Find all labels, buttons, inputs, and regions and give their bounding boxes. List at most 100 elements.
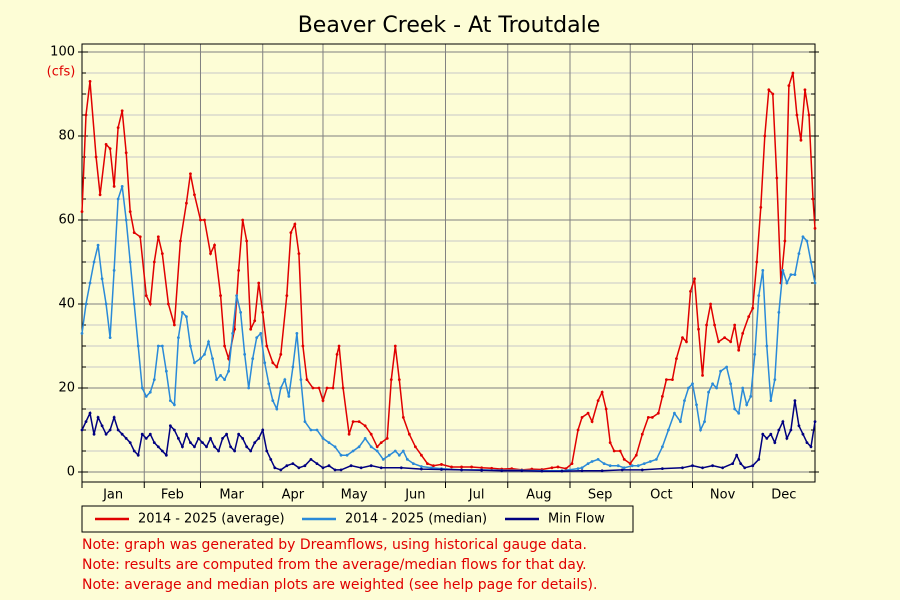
data-point — [321, 466, 325, 470]
data-point — [84, 302, 88, 306]
data-point — [590, 460, 594, 463]
data-point — [237, 432, 241, 436]
data-point — [128, 210, 132, 214]
data-point — [179, 239, 182, 243]
x-tick-label: Oct — [650, 488, 672, 503]
data-point — [679, 420, 682, 423]
data-point — [747, 315, 751, 318]
data-point — [172, 403, 176, 407]
data-point — [215, 378, 218, 381]
data-point — [656, 411, 660, 415]
data-point — [801, 432, 805, 436]
data-point — [144, 437, 148, 440]
data-point — [640, 432, 644, 436]
data-point — [209, 252, 212, 256]
data-point — [753, 353, 757, 356]
data-point — [148, 302, 152, 306]
data-point — [309, 428, 313, 432]
data-point — [460, 465, 463, 469]
legend-label: Min Flow — [548, 512, 605, 527]
data-point — [209, 437, 212, 440]
data-point — [745, 403, 749, 407]
data-point — [189, 344, 192, 348]
legend-label: 2014 - 2025 (median) — [345, 512, 487, 527]
data-point — [98, 193, 102, 197]
data-point — [92, 432, 96, 436]
data-point — [775, 176, 779, 180]
data-point — [227, 369, 231, 373]
data-point — [630, 464, 634, 468]
data-point — [144, 294, 148, 297]
data-point — [271, 399, 275, 402]
data-point — [586, 411, 590, 415]
data-point — [100, 424, 104, 428]
data-point — [233, 327, 237, 331]
data-point — [279, 353, 283, 356]
data-point — [685, 340, 688, 344]
data-point — [389, 378, 393, 381]
data-point — [104, 143, 108, 146]
data-point — [608, 441, 612, 444]
data-point — [255, 336, 259, 339]
data-point — [650, 416, 654, 419]
y-axis-label: (cfs) — [47, 65, 76, 80]
data-point — [100, 277, 104, 281]
data-point — [297, 466, 301, 470]
data-point — [604, 407, 608, 411]
data-point — [735, 453, 739, 457]
x-tick-label: Mar — [219, 488, 244, 503]
data-point — [185, 432, 188, 436]
data-point — [168, 424, 172, 428]
data-point — [144, 395, 148, 398]
data-point — [245, 445, 249, 449]
data-point — [213, 445, 216, 449]
data-point — [419, 465, 423, 468]
data-point — [769, 399, 773, 402]
data-point — [132, 302, 136, 306]
data-point — [701, 466, 704, 470]
x-tick-label: Jun — [404, 488, 425, 503]
data-point — [349, 464, 353, 468]
data-point — [741, 386, 745, 390]
data-point — [755, 260, 759, 264]
data-point — [223, 378, 226, 381]
data-point — [140, 386, 144, 390]
data-point — [401, 449, 405, 453]
data-point — [305, 378, 309, 381]
data-point — [185, 315, 188, 318]
data-point — [781, 420, 785, 423]
data-point — [733, 323, 737, 327]
data-point — [247, 386, 251, 390]
data-point — [560, 469, 564, 473]
data-point — [646, 416, 650, 419]
data-point — [785, 281, 789, 285]
data-point — [795, 113, 799, 117]
data-point — [576, 467, 580, 471]
data-point — [807, 113, 811, 117]
data-point — [673, 411, 676, 415]
x-tick-label: Nov — [710, 488, 736, 503]
data-point — [219, 294, 222, 297]
data-point — [203, 353, 206, 356]
data-point — [257, 437, 261, 440]
data-point — [805, 441, 809, 444]
data-point — [767, 88, 771, 92]
legend-label: 2014 - 2025 (average) — [138, 512, 285, 527]
data-point — [648, 460, 652, 463]
data-point — [166, 302, 170, 306]
data-point — [763, 134, 767, 138]
data-point — [116, 428, 120, 432]
data-point — [84, 113, 88, 117]
data-point — [660, 395, 664, 398]
data-point — [181, 311, 184, 314]
data-point — [337, 344, 341, 348]
data-point — [108, 336, 112, 339]
data-point — [193, 361, 196, 365]
data-point — [369, 464, 373, 468]
data-point — [681, 466, 684, 470]
data-point — [128, 260, 132, 264]
x-tick-label: Apr — [282, 488, 305, 503]
data-point — [620, 468, 624, 472]
data-point — [681, 336, 684, 339]
data-point — [580, 469, 584, 473]
